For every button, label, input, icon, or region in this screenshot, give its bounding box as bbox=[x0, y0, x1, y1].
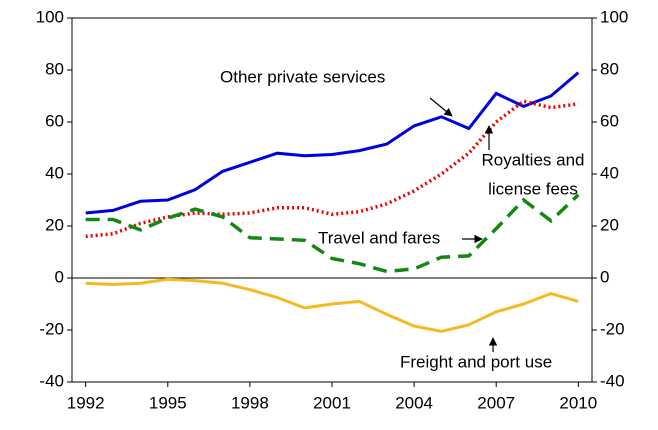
y2-tick-label: -40 bbox=[600, 371, 625, 390]
annotation: Other private services bbox=[220, 67, 385, 86]
y-tick-label: 40 bbox=[45, 163, 64, 182]
annotation: Freight and port use bbox=[400, 352, 552, 371]
x-tick-label: 2007 bbox=[477, 393, 515, 412]
y2-tick-label: 100 bbox=[600, 7, 628, 26]
line-series bbox=[85, 71, 580, 215]
x-tick-label: 2004 bbox=[395, 393, 433, 412]
y2-tick-label: 0 bbox=[600, 267, 609, 286]
annotation: Royalties and bbox=[481, 150, 584, 169]
line-series bbox=[85, 99, 579, 239]
y-tick-label: 100 bbox=[36, 7, 64, 26]
line-series bbox=[85, 193, 580, 274]
x-tick-label: 2001 bbox=[313, 393, 351, 412]
x-tick-label: 1992 bbox=[67, 393, 105, 412]
y-tick-label: 0 bbox=[55, 267, 64, 286]
y-tick-label: 60 bbox=[45, 111, 64, 130]
y-tick-label: 20 bbox=[45, 215, 64, 234]
y2-tick-label: 20 bbox=[600, 215, 619, 234]
annotation: Travel and fares bbox=[318, 228, 440, 247]
y-tick-label: -20 bbox=[39, 319, 64, 338]
annotation: license fees bbox=[488, 179, 578, 198]
x-tick-label: 1995 bbox=[149, 393, 187, 412]
x-tick-label: 1998 bbox=[231, 393, 269, 412]
y2-tick-label: 40 bbox=[600, 163, 619, 182]
line-series bbox=[85, 277, 579, 333]
y2-tick-label: -20 bbox=[600, 319, 625, 338]
annotation-arrow bbox=[429, 97, 453, 117]
y2-tick-label: 60 bbox=[600, 111, 619, 130]
y-tick-label: 80 bbox=[45, 59, 64, 78]
y2-tick-label: 80 bbox=[600, 59, 619, 78]
y-tick-label: -40 bbox=[39, 371, 64, 390]
x-tick-label: 2010 bbox=[559, 393, 597, 412]
